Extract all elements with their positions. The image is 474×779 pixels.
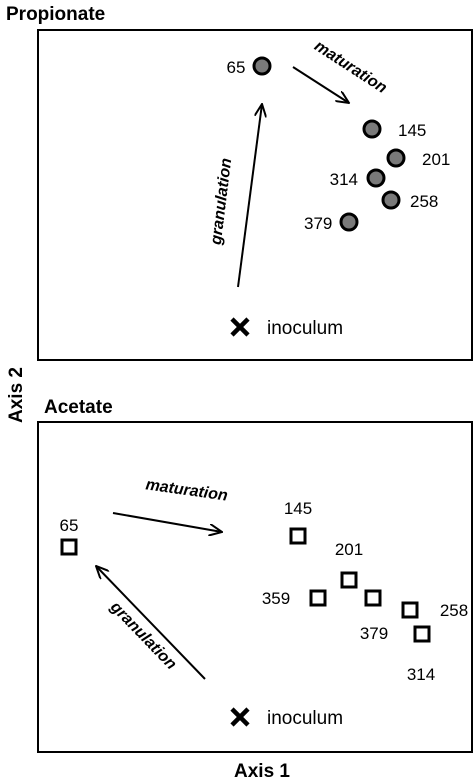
acetate-point-65 [60, 538, 78, 556]
propionate-maturation-label: maturation [311, 38, 390, 97]
propionate-point-258 [381, 190, 401, 210]
propionate-point-label-145: 145 [398, 121, 426, 140]
propionate-inoculum-marker [230, 317, 250, 337]
propionate-inoculum-label: inoculum [267, 318, 343, 339]
propionate-point-201 [386, 148, 406, 168]
acetate-granulation-label: granulation [106, 598, 180, 673]
propionate-points: 65 145 201 314 258 379 [227, 56, 450, 233]
acetate-point-201 [340, 571, 358, 589]
propionate-inoculum: inoculum [230, 317, 343, 339]
propionate-point-label-65: 65 [227, 58, 246, 77]
propionate-panel: Propionate granulation maturation 65 145 2… [6, 4, 473, 361]
acetate-point-label-258: 258 [440, 601, 468, 620]
propionate-title: Propionate [6, 4, 105, 25]
propionate-point-label-201: 201 [422, 150, 450, 169]
acetate-inoculum: inoculum [230, 707, 343, 729]
acetate-point-379 [364, 589, 382, 607]
acetate-point-314 [413, 625, 431, 643]
propionate-granulation-label: granulation [208, 157, 236, 247]
acetate-maturation-label: maturation [145, 476, 229, 504]
acetate-inoculum-label: inoculum [267, 708, 343, 729]
acetate-point-label-379: 379 [360, 624, 388, 643]
acetate-plot-frame [37, 421, 473, 753]
acetate-point-258 [401, 601, 419, 619]
acetate-granulation-arrow [96, 566, 206, 680]
x-axis-label: Axis 1 [234, 761, 290, 779]
acetate-panel: Acetate granulation maturation 65 145 201 3… [37, 397, 473, 753]
acetate-point-label-314: 314 [407, 665, 435, 684]
acetate-inoculum-marker [230, 707, 250, 727]
acetate-point-145 [289, 527, 307, 545]
acetate-point-label-145: 145 [284, 499, 312, 518]
acetate-title: Acetate [44, 397, 113, 418]
acetate-point-label-359: 359 [262, 589, 290, 608]
propionate-point-65 [252, 56, 272, 76]
propionate-point-label-379: 379 [304, 214, 332, 233]
propionate-point-label-258: 258 [410, 192, 438, 211]
acetate-points: 65 145 201 359 379 258 314 [60, 499, 469, 684]
propionate-point-145 [362, 119, 382, 139]
propionate-plot-frame [37, 29, 473, 361]
acetate-point-label-201: 201 [335, 540, 363, 559]
acetate-maturation-arrow [112, 512, 222, 532]
acetate-point-359 [309, 589, 327, 607]
propionate-granulation-arrow [237, 104, 262, 288]
y-axis-label: Axis 2 [6, 367, 27, 423]
propionate-point-label-314: 314 [330, 170, 358, 189]
propionate-point-314 [366, 168, 386, 188]
acetate-point-label-65: 65 [60, 516, 79, 535]
propionate-point-379 [339, 212, 359, 232]
propionate-maturation-arrow [292, 66, 349, 103]
